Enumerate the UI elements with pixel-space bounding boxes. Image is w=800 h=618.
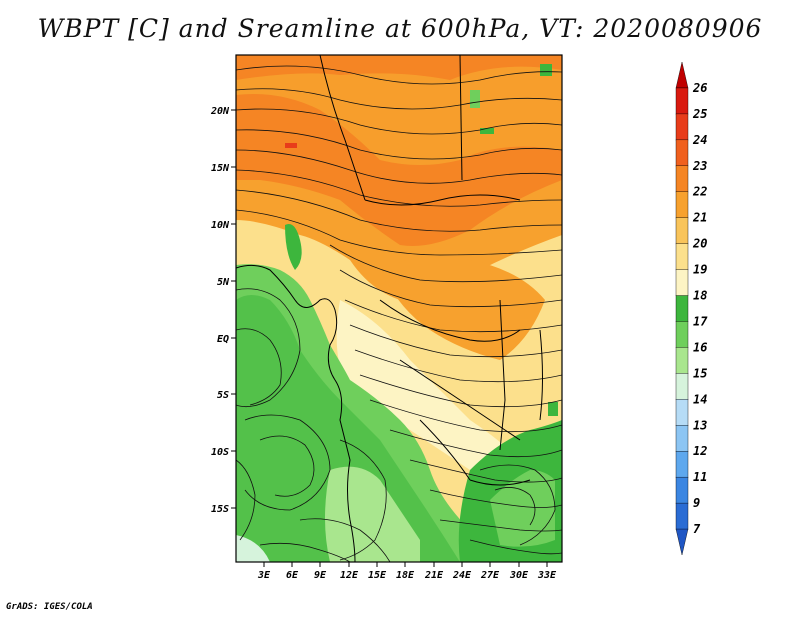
map-title: WBPT [C] and Sreamline at 600hPa, VT: 20…	[37, 14, 763, 43]
colorbar-label: 14	[693, 392, 707, 406]
lon-tick-label: 18E	[396, 570, 415, 581]
colorbar-swatch	[675, 165, 689, 193]
map-figure: 20N 15N 10N 5N EQ 5S 10S 15S 3E 6E 9E 12…	[210, 54, 708, 581]
colorbar: 26 25 24 23 22 21 20 19 18 17 16 15 14 13 12 11 9 7	[675, 61, 708, 556]
boundaries	[236, 55, 543, 562]
colorbar-swatch	[675, 451, 689, 478]
colorbar-label: 26	[692, 81, 707, 95]
colorbar-label: 13	[693, 418, 707, 432]
colorbar-swatch	[675, 502, 689, 530]
colorbar-swatch	[675, 217, 689, 245]
colorbar-label: 7	[693, 522, 701, 536]
colorbar-swatch	[675, 295, 689, 322]
colorbar-label: 18	[693, 289, 707, 303]
colorbar-label: 23	[692, 159, 707, 173]
colorbar-swatch	[675, 425, 689, 452]
colorbar-label: 9	[693, 496, 700, 510]
lat-axis: 20N 15N 10N 5N EQ 5S 10S 15S	[210, 106, 236, 515]
colorbar-swatch	[675, 399, 689, 426]
lon-tick-label: 12E	[340, 570, 359, 581]
colorbar-max-triangle	[675, 61, 689, 89]
map-frame	[235, 54, 563, 563]
streamlines	[236, 65, 562, 562]
lat-tick-label: 5N	[217, 277, 230, 288]
colorbar-label: 16	[693, 340, 707, 354]
lat-tick-label: 10S	[211, 447, 229, 458]
colorbar-label: 19	[693, 263, 707, 277]
colorbar-label: 11	[693, 470, 707, 484]
lat-tick-label: 15S	[211, 504, 229, 515]
colorbar-min-triangle	[675, 528, 689, 556]
lat-tick-label: 5S	[217, 390, 229, 401]
credit-label: GrADS: IGES/COLA	[6, 602, 93, 612]
colorbar-swatch	[675, 476, 689, 504]
lon-tick-label: 21E	[424, 570, 444, 581]
colorbar-label: 15	[693, 366, 707, 380]
colorbar-label: 17	[693, 314, 708, 328]
colorbar-swatch	[675, 269, 689, 297]
colorbar-swatch	[675, 347, 689, 374]
colorbar-swatch	[675, 191, 689, 219]
lon-tick-label: 33E	[537, 570, 557, 581]
lat-tick-label: 10N	[211, 220, 230, 231]
lat-tick-label: EQ	[217, 334, 229, 345]
colorbar-label: 21	[692, 211, 707, 225]
colorbar-swatch	[675, 373, 689, 400]
lon-tick-label: 6E	[286, 570, 299, 581]
lon-tick-label: 3E	[257, 570, 271, 581]
lon-tick-label: 15E	[368, 570, 387, 581]
lon-tick-label: 30E	[509, 570, 529, 581]
wbpt-shading	[236, 55, 562, 562]
colorbar-label: 25	[692, 107, 707, 121]
colorbar-label: 24	[692, 133, 707, 147]
colorbar-label: 20	[692, 237, 707, 251]
lon-tick-label: 27E	[480, 570, 500, 581]
colorbar-swatch	[675, 87, 689, 115]
lat-tick-label: 15N	[211, 163, 230, 174]
colorbar-swatch	[675, 321, 689, 348]
colorbar-label: 22	[692, 185, 707, 199]
colorbar-swatch	[675, 243, 689, 271]
colorbar-swatch	[675, 113, 689, 141]
lat-tick-label: 20N	[210, 106, 230, 117]
lon-tick-label: 24E	[452, 570, 472, 581]
colorbar-swatch	[675, 139, 689, 167]
colorbar-label: 12	[693, 444, 707, 458]
lon-tick-label: 9E	[314, 570, 327, 581]
lon-axis: 3E 6E 9E 12E 15E 18E 21E 24E 27E 30E 33E	[257, 562, 557, 581]
